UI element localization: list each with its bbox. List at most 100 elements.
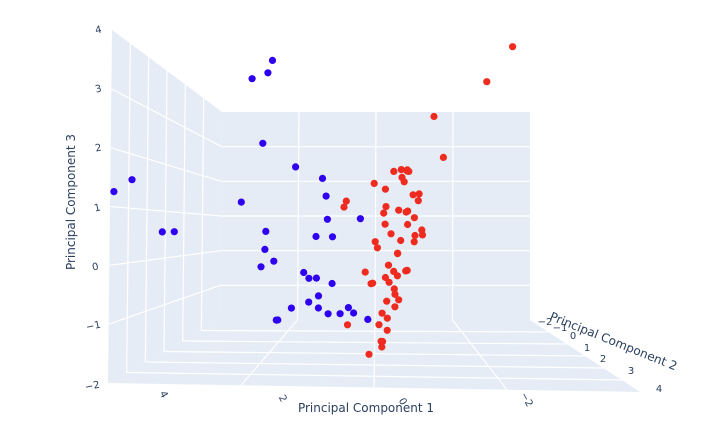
x-tick-label: −2 bbox=[518, 391, 535, 409]
scatter-point bbox=[380, 209, 388, 217]
scatter-point bbox=[395, 296, 403, 304]
pc2-gridline bbox=[163, 70, 168, 352]
scatter-point bbox=[110, 188, 118, 196]
x-axis-title: Principal Component 1 bbox=[298, 401, 434, 415]
scatter-point bbox=[398, 173, 406, 181]
scene-panes bbox=[108, 30, 640, 392]
scatter-point bbox=[328, 279, 336, 288]
scatter-point bbox=[248, 75, 256, 83]
scatter-point bbox=[312, 274, 320, 282]
scatter-point bbox=[403, 167, 411, 175]
pc2-floor-gridline bbox=[163, 350, 586, 357]
scatter-point bbox=[383, 326, 391, 334]
scatter-point bbox=[272, 316, 280, 324]
scatter-point bbox=[361, 268, 369, 276]
scatter-point bbox=[314, 292, 323, 300]
scatter-point bbox=[261, 245, 269, 253]
y-tick-label: 0 bbox=[570, 331, 576, 342]
scatter-point bbox=[287, 304, 295, 312]
scatter-point bbox=[383, 297, 391, 305]
scatter-point bbox=[403, 266, 411, 274]
pc1-gridline bbox=[296, 111, 300, 321]
x-tick-label: 0 bbox=[396, 396, 409, 407]
scatter-point bbox=[369, 279, 377, 287]
scatter-point bbox=[264, 69, 272, 77]
scatter-point bbox=[292, 163, 300, 171]
scatter-point bbox=[410, 238, 418, 246]
scatter-point bbox=[409, 191, 417, 199]
scatter-point bbox=[323, 215, 331, 223]
scatter-point bbox=[382, 203, 390, 211]
z-tick-label: 2 bbox=[94, 143, 103, 155]
scatter-point bbox=[318, 174, 327, 182]
scatter-point bbox=[430, 112, 438, 121]
scatter-point bbox=[381, 185, 389, 193]
pc2-gridline bbox=[126, 43, 131, 373]
scatter-point bbox=[397, 166, 405, 174]
pc2-gridline bbox=[200, 98, 205, 331]
scatter-point bbox=[385, 278, 393, 286]
scatter-point bbox=[268, 56, 277, 64]
pc2-gridline bbox=[144, 57, 150, 363]
scatter-point bbox=[393, 272, 401, 280]
scatter-point bbox=[378, 343, 386, 351]
z-axis-title: Principal Component 3 bbox=[64, 134, 78, 270]
scatter-point bbox=[237, 198, 245, 206]
scatter-point bbox=[439, 153, 447, 161]
scatter-point bbox=[402, 208, 410, 216]
y-tick-label: 2 bbox=[600, 354, 606, 365]
scatter-point bbox=[390, 167, 398, 175]
x-tick-label: 2 bbox=[276, 393, 289, 404]
scatter-point bbox=[391, 290, 399, 298]
scatter-point bbox=[336, 310, 344, 318]
scatter-point bbox=[371, 238, 379, 246]
scatter-point bbox=[259, 139, 267, 147]
z-tick-label: 3 bbox=[94, 84, 103, 96]
pc2-floor-gridline bbox=[145, 361, 604, 369]
scatter-point bbox=[381, 220, 389, 228]
scatter-points bbox=[110, 43, 517, 358]
y-tick-label: −2 bbox=[538, 317, 553, 328]
pc2-floor-gridline bbox=[201, 329, 549, 333]
scatter-point bbox=[395, 206, 403, 214]
scatter-point bbox=[370, 179, 378, 187]
scatter-point bbox=[378, 309, 386, 317]
scatter-point bbox=[364, 315, 372, 323]
scatter-point bbox=[365, 350, 373, 358]
scatter-point bbox=[350, 309, 358, 317]
scatter-point bbox=[387, 230, 395, 238]
z-tick-label: 4 bbox=[94, 25, 103, 37]
scatter-point bbox=[415, 190, 423, 198]
scatter-point bbox=[377, 337, 385, 345]
scatter-point bbox=[324, 310, 332, 318]
scatter-point bbox=[390, 285, 398, 293]
pc2-gridline bbox=[182, 84, 186, 342]
y-tick-label: 3 bbox=[628, 366, 634, 377]
z-tick-label: 0 bbox=[91, 262, 100, 274]
scatter-point bbox=[128, 176, 136, 184]
scatter-point bbox=[342, 197, 350, 205]
scatter-point bbox=[356, 215, 364, 223]
scatter-point bbox=[300, 268, 308, 277]
scatter-point bbox=[384, 261, 393, 269]
scatter-point bbox=[305, 298, 313, 306]
scatter-point bbox=[328, 233, 337, 241]
scatter-point bbox=[404, 220, 412, 229]
scatter-point bbox=[322, 192, 330, 200]
x-tick-label: 4 bbox=[157, 389, 170, 400]
z-tick-label: 1 bbox=[93, 203, 102, 215]
scatter-point bbox=[383, 314, 391, 322]
scatter-point bbox=[410, 214, 418, 222]
y-tick-label: −1 bbox=[553, 323, 568, 334]
scatter-point bbox=[262, 227, 270, 235]
scatter-point bbox=[158, 228, 166, 236]
scatter-point bbox=[270, 257, 278, 265]
z-tick-label: −1 bbox=[85, 320, 102, 334]
scatter-point bbox=[343, 321, 352, 329]
scatter-point bbox=[373, 244, 381, 252]
scatter-point bbox=[314, 304, 322, 312]
scatter-point bbox=[414, 197, 422, 205]
scatter-point bbox=[394, 249, 402, 257]
